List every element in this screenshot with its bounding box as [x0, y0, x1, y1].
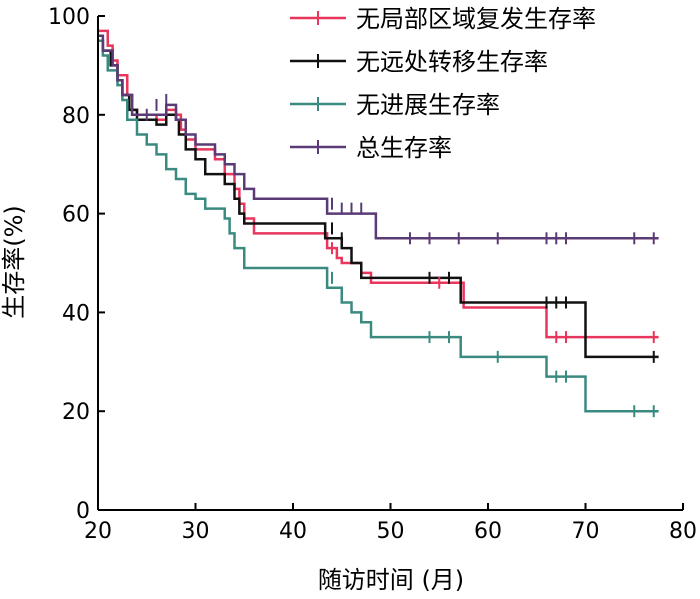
y-tick-label: 0 — [76, 499, 90, 524]
legend-label-0: 无局部区域复发生存率 — [356, 5, 596, 33]
y-axis-title: 生存率(%) — [0, 205, 28, 319]
y-tick-label: 40 — [62, 301, 90, 326]
series-line-2 — [98, 39, 659, 413]
y-tick-label: 20 — [62, 400, 90, 425]
y-tick-label: 80 — [62, 104, 90, 129]
legend-label-1: 无远处转移生存率 — [356, 48, 548, 76]
x-tick-label: 30 — [182, 519, 210, 544]
x-tick-label: 80 — [669, 519, 697, 544]
x-tick-label: 50 — [377, 519, 405, 544]
y-tick-label: 100 — [48, 5, 90, 30]
censor-marks — [145, 93, 655, 418]
x-tick-label: 60 — [474, 519, 502, 544]
series-line-3 — [98, 34, 659, 240]
x-axis-title: 随访时间 (月) — [318, 566, 464, 594]
series-line-1 — [98, 39, 659, 359]
legend-label-2: 无进展生存率 — [356, 91, 500, 119]
series-line-0 — [98, 29, 659, 339]
x-tick-label: 40 — [279, 519, 307, 544]
series-lines — [98, 29, 659, 413]
legend-label-3: 总生存率 — [356, 134, 452, 162]
x-tick-label: 20 — [84, 519, 112, 544]
y-tick-label: 60 — [62, 203, 90, 228]
x-tick-label: 70 — [572, 519, 600, 544]
